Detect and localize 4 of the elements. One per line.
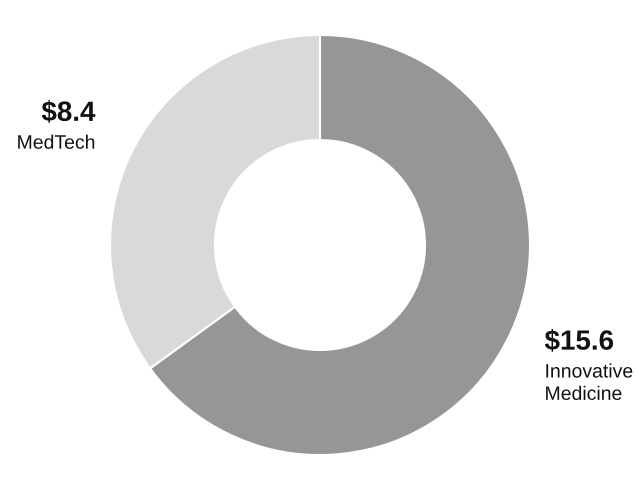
slice-label: Innovative Medicine [546, 363, 632, 400]
slice-label: MedTech [18, 134, 94, 149]
data-label: $15.6 [544, 329, 614, 352]
data-label: $8.4 [42, 100, 96, 123]
